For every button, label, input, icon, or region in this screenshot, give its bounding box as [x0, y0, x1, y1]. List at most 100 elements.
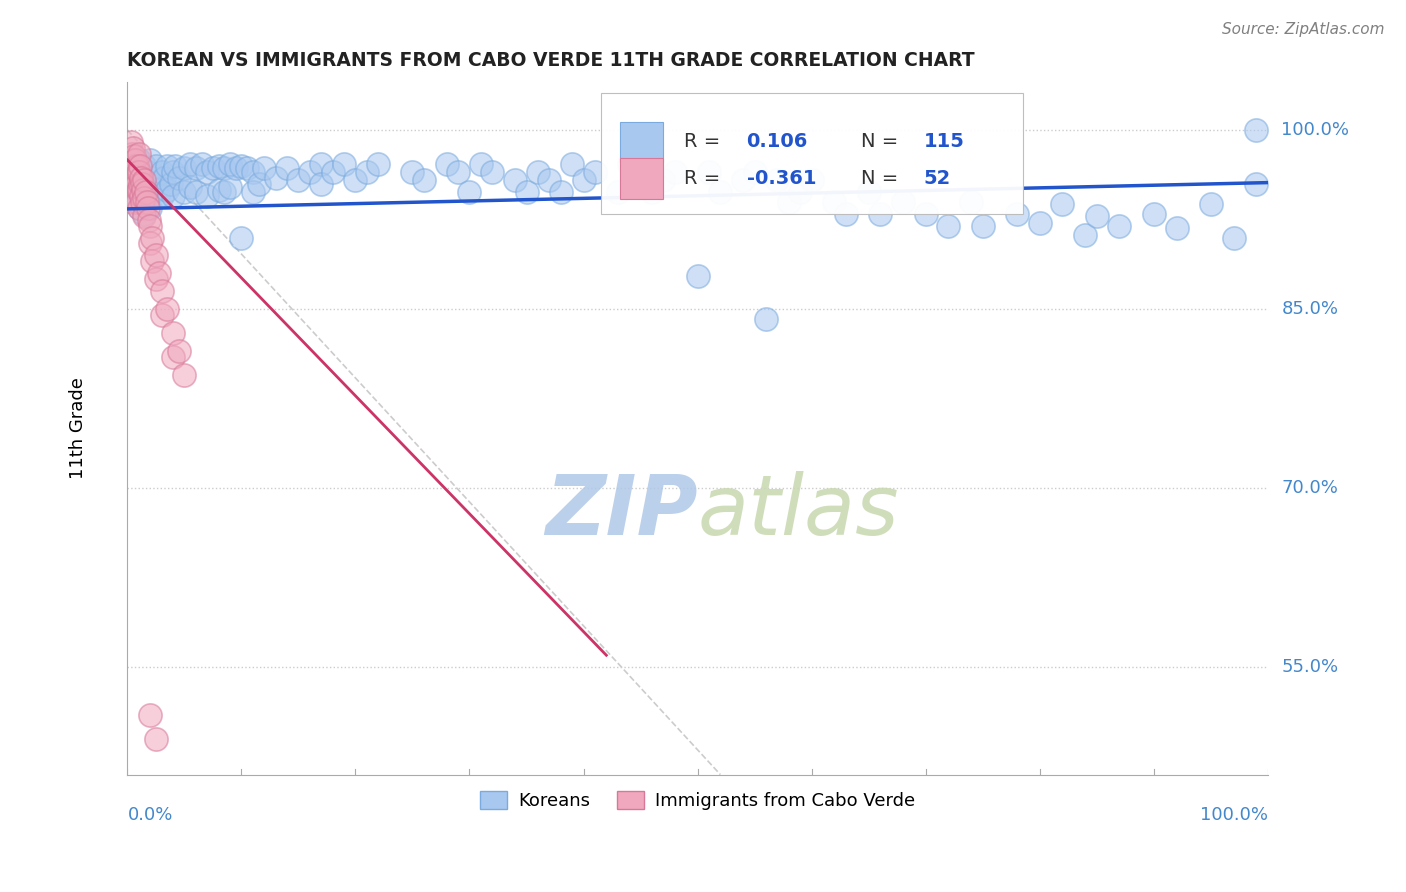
Point	[207, 183, 229, 197]
Text: 100.0%: 100.0%	[1281, 121, 1350, 139]
Text: -0.361: -0.361	[747, 169, 815, 188]
Point	[128, 201, 150, 215]
Point	[141, 170, 163, 185]
Point	[131, 194, 153, 209]
Point	[298, 165, 321, 179]
Text: atlas: atlas	[697, 471, 900, 552]
Point	[122, 159, 145, 173]
Point	[156, 183, 179, 197]
Point	[264, 170, 287, 185]
Point	[122, 149, 145, 163]
Point	[136, 201, 159, 215]
Point	[515, 185, 537, 199]
Point	[1246, 123, 1268, 137]
Text: 55.0%: 55.0%	[1281, 658, 1339, 676]
Point	[132, 183, 155, 197]
Point	[128, 153, 150, 167]
Point	[153, 170, 176, 185]
Point	[527, 165, 550, 179]
Point	[207, 159, 229, 173]
Point	[697, 165, 720, 179]
FancyBboxPatch shape	[620, 159, 664, 199]
Point	[972, 219, 994, 233]
Point	[309, 177, 332, 191]
Point	[190, 156, 212, 170]
Point	[481, 165, 503, 179]
Point	[148, 266, 170, 280]
Point	[127, 165, 149, 179]
Point	[139, 219, 162, 233]
Point	[128, 147, 150, 161]
Point	[231, 230, 253, 244]
Point	[583, 165, 606, 179]
Point	[162, 188, 184, 202]
Text: ZIP: ZIP	[546, 471, 697, 552]
Point	[789, 185, 811, 199]
Point	[276, 161, 298, 176]
Point	[145, 731, 167, 746]
Point	[121, 165, 143, 179]
Point	[139, 177, 162, 191]
Point	[128, 177, 150, 191]
Point	[195, 188, 218, 202]
Point	[134, 191, 156, 205]
Point	[138, 212, 160, 227]
Point	[242, 165, 264, 179]
Point	[800, 173, 823, 187]
Point	[145, 159, 167, 173]
Point	[195, 165, 218, 179]
Point	[778, 194, 800, 209]
Point	[167, 170, 190, 185]
Point	[1074, 228, 1097, 243]
Point	[561, 156, 583, 170]
Point	[127, 194, 149, 209]
Point	[914, 206, 936, 220]
Point	[124, 153, 146, 167]
Point	[1166, 221, 1188, 235]
Text: R =: R =	[683, 132, 727, 152]
Point	[173, 368, 195, 382]
Point	[322, 165, 344, 179]
Point	[686, 268, 709, 283]
Point	[173, 185, 195, 199]
Point	[709, 185, 731, 199]
Point	[145, 272, 167, 286]
FancyBboxPatch shape	[600, 93, 1022, 214]
Point	[136, 165, 159, 179]
Point	[145, 248, 167, 262]
Point	[401, 165, 423, 179]
Point	[538, 173, 561, 187]
Point	[458, 185, 481, 199]
Point	[139, 153, 162, 167]
Point	[122, 177, 145, 191]
Point	[159, 177, 181, 191]
Point	[219, 156, 242, 170]
Point	[122, 194, 145, 209]
Point	[141, 230, 163, 244]
Point	[436, 156, 458, 170]
Point	[125, 194, 148, 209]
Point	[744, 165, 766, 179]
Text: N =: N =	[860, 132, 904, 152]
Text: 100.0%: 100.0%	[1199, 805, 1268, 823]
Point	[412, 173, 434, 187]
Point	[135, 185, 157, 199]
Point	[125, 165, 148, 179]
Point	[162, 350, 184, 364]
Point	[755, 311, 778, 326]
Point	[617, 156, 640, 170]
Point	[253, 161, 276, 176]
Point	[139, 707, 162, 722]
Point	[356, 165, 378, 179]
Point	[184, 185, 207, 199]
Point	[766, 173, 789, 187]
Point	[125, 177, 148, 191]
Point	[891, 194, 914, 209]
Point	[1222, 230, 1244, 244]
Point	[184, 161, 207, 176]
Point	[219, 180, 242, 194]
Point	[333, 156, 356, 170]
Point	[162, 326, 184, 340]
Point	[1052, 197, 1074, 211]
Point	[572, 173, 595, 187]
